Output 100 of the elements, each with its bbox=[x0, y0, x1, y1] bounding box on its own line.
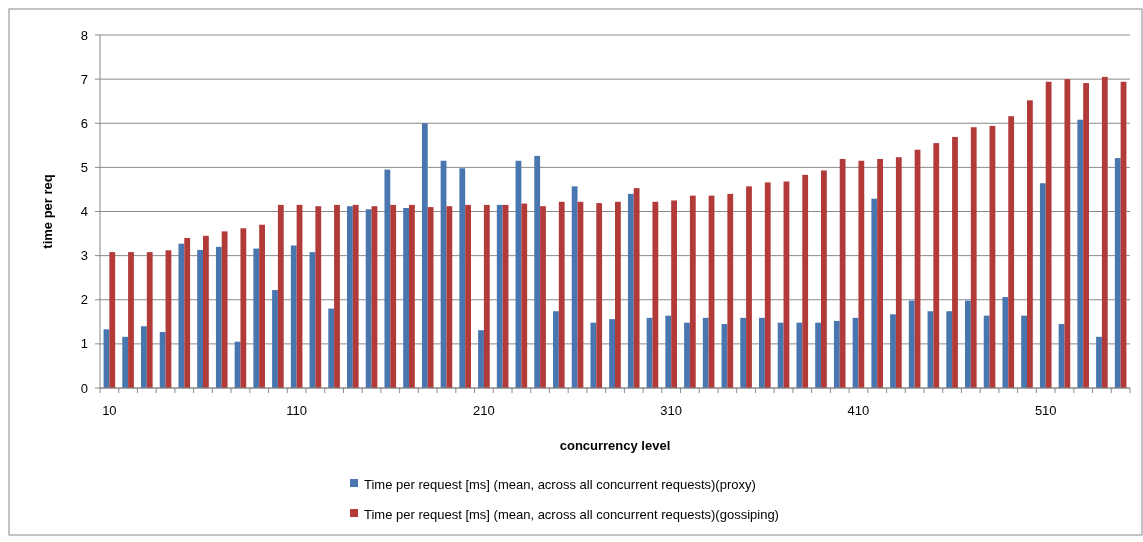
bar bbox=[858, 160, 865, 388]
x-axis-title: concurrency level bbox=[559, 438, 671, 453]
bar bbox=[315, 206, 322, 388]
bar bbox=[272, 290, 278, 388]
bar bbox=[184, 237, 191, 388]
bar bbox=[615, 201, 621, 388]
bar bbox=[802, 174, 809, 388]
bar bbox=[290, 245, 297, 388]
bar bbox=[652, 201, 659, 388]
bar bbox=[890, 314, 896, 388]
bar bbox=[478, 330, 484, 388]
bar bbox=[671, 200, 677, 388]
bar bbox=[1045, 81, 1052, 388]
bar bbox=[197, 249, 203, 388]
bar bbox=[777, 322, 784, 388]
bar bbox=[1101, 76, 1108, 388]
bar bbox=[908, 300, 915, 388]
x-tick-label: 10 bbox=[102, 403, 117, 418]
bar bbox=[702, 317, 709, 388]
bar bbox=[965, 300, 971, 388]
x-tick-label: 110 bbox=[286, 403, 307, 418]
bar bbox=[590, 322, 597, 388]
y-tick-label: 0 bbox=[80, 380, 88, 396]
bar bbox=[839, 158, 846, 388]
bar bbox=[821, 170, 827, 388]
y-tick-label: 4 bbox=[80, 204, 88, 220]
bar bbox=[1083, 83, 1089, 388]
bar bbox=[627, 193, 634, 388]
bar bbox=[1008, 116, 1015, 388]
bar bbox=[933, 143, 940, 388]
bar bbox=[815, 322, 821, 388]
bar bbox=[483, 204, 490, 388]
y-tick-label: 1 bbox=[80, 336, 88, 352]
x-tick-label: 310 bbox=[660, 403, 683, 418]
bar bbox=[240, 228, 247, 388]
bar bbox=[558, 201, 565, 388]
bar bbox=[128, 252, 134, 388]
bar bbox=[328, 308, 335, 388]
bar bbox=[146, 252, 153, 388]
bar bbox=[534, 155, 541, 388]
y-tick-label: 2 bbox=[80, 292, 88, 308]
y-tick-label: 3 bbox=[80, 248, 88, 264]
bar bbox=[384, 169, 391, 388]
legend-label: Time per request [ms] (mean, across all concurrent requests)(gossiping) bbox=[364, 506, 779, 522]
bar bbox=[946, 311, 953, 388]
bar bbox=[952, 136, 958, 388]
bar bbox=[421, 123, 428, 388]
bar bbox=[609, 319, 615, 388]
bar bbox=[727, 193, 734, 388]
x-tick-label: 510 bbox=[1034, 403, 1057, 418]
bar bbox=[895, 157, 902, 388]
bar bbox=[871, 198, 878, 388]
bar bbox=[877, 158, 883, 388]
bar bbox=[1002, 297, 1009, 388]
bar bbox=[109, 252, 116, 388]
bar bbox=[521, 203, 528, 388]
bar bbox=[203, 235, 209, 388]
bar bbox=[553, 311, 559, 388]
bar bbox=[796, 322, 803, 388]
bar bbox=[122, 336, 129, 388]
bar bbox=[759, 317, 765, 388]
y-axis-title: time per req bbox=[40, 174, 55, 249]
bar bbox=[277, 204, 284, 388]
bar bbox=[459, 168, 466, 388]
bar bbox=[633, 188, 640, 388]
bar bbox=[334, 204, 340, 388]
bar bbox=[833, 320, 840, 388]
bar bbox=[684, 322, 690, 388]
bar bbox=[540, 206, 546, 388]
bar bbox=[1027, 100, 1033, 388]
bar bbox=[215, 246, 222, 388]
bar bbox=[1064, 79, 1071, 388]
y-tick-label: 6 bbox=[80, 115, 88, 131]
bar bbox=[1021, 315, 1027, 388]
bar bbox=[159, 331, 166, 388]
bar bbox=[970, 127, 977, 388]
bar bbox=[983, 315, 990, 388]
y-tick-label: 5 bbox=[80, 159, 88, 175]
bar bbox=[403, 207, 409, 388]
bar bbox=[465, 204, 471, 388]
bar bbox=[259, 224, 265, 388]
x-tick-label: 410 bbox=[847, 403, 870, 418]
bar bbox=[596, 203, 603, 388]
bar bbox=[221, 231, 228, 388]
legend-label: Time per request [ms] (mean, across all concurrent requests)(proxy) bbox=[364, 476, 756, 492]
bar bbox=[1039, 183, 1046, 388]
bar bbox=[178, 243, 185, 388]
bar bbox=[253, 248, 260, 388]
bar bbox=[365, 209, 372, 388]
bar bbox=[740, 317, 747, 388]
bar bbox=[409, 204, 415, 388]
bar bbox=[446, 206, 453, 388]
bar bbox=[689, 195, 696, 388]
bar bbox=[665, 315, 672, 388]
bar bbox=[1077, 119, 1084, 388]
bar bbox=[141, 326, 147, 388]
bar bbox=[347, 206, 353, 388]
bar bbox=[571, 186, 578, 388]
bar bbox=[427, 207, 434, 388]
bar bbox=[352, 204, 359, 388]
